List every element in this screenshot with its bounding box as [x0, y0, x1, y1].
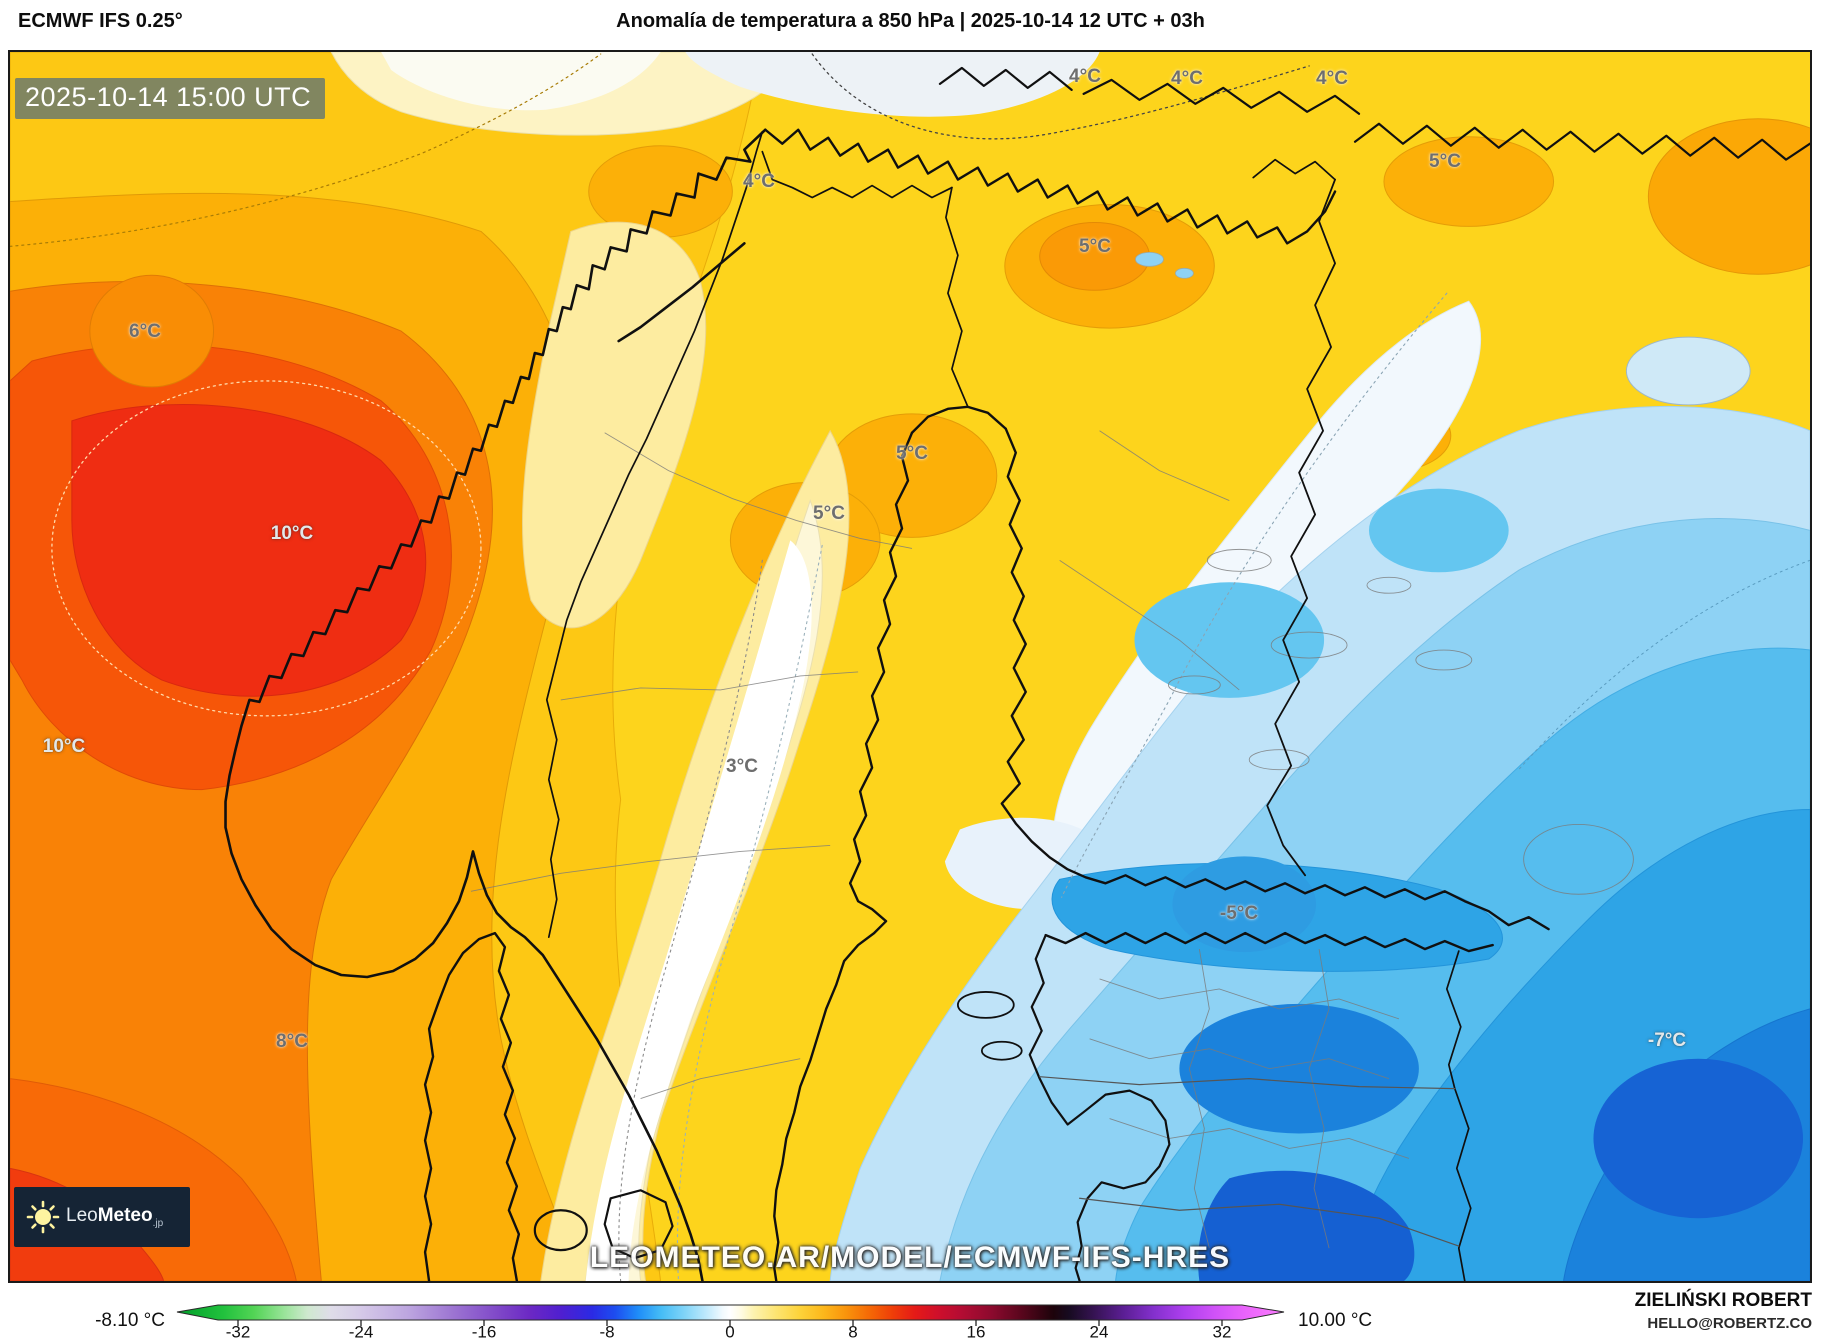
- temperature-label: -7°C: [1647, 1030, 1687, 1051]
- cold-anomaly-regions: [829, 251, 1810, 1281]
- svg-text:-24: -24: [349, 1323, 374, 1339]
- watermark: LEOMETEO.AR/MODEL/ECMWF-IFS-HRES: [589, 1241, 1231, 1274]
- temperature-label: 5°C: [813, 503, 845, 524]
- temperature-label: 3°C: [726, 756, 758, 777]
- svg-text:-16: -16: [472, 1323, 497, 1339]
- temperature-label: 4°C: [1316, 68, 1348, 89]
- svg-text:16: 16: [967, 1323, 986, 1339]
- weather-map: 2025-10-14 15:00 UTC LeoMeteo.jp LEOMETE…: [8, 50, 1812, 1283]
- temperature-label: 5°C: [896, 443, 928, 464]
- colorbar-max-label: 10.00 °C: [1298, 1310, 1373, 1331]
- svg-text:24: 24: [1090, 1323, 1109, 1339]
- logo-wordmark: LeoMeteo.jp: [66, 1205, 164, 1229]
- map-title: Anomalía de temperatura a 850 hPa | 2025…: [616, 10, 1205, 32]
- svg-text:-32: -32: [226, 1323, 251, 1339]
- temperature-label: 10°C: [270, 523, 314, 544]
- svg-text:-8: -8: [599, 1323, 614, 1339]
- temperature-label: 4°C: [1171, 68, 1203, 89]
- contour-lines: [10, 53, 1810, 1281]
- contact-email: HELLO@ROBERTZ.CO: [1647, 1315, 1812, 1332]
- temperature-label: 6°C: [129, 321, 161, 342]
- anomaly-field-art: [10, 52, 1810, 1281]
- author-credit: ZIELIŃSKI ROBERT: [1634, 1290, 1812, 1311]
- sun-icon: [26, 1200, 60, 1234]
- colorbar-gradient-bar: [176, 1304, 1285, 1321]
- temperature-label: 4°C: [743, 171, 775, 192]
- model-resolution-label: ECMWF IFS 0.25°: [18, 10, 183, 32]
- temperature-label: 5°C: [1429, 151, 1461, 172]
- temperature-label: 4°C: [1069, 66, 1101, 87]
- svg-text:8: 8: [848, 1323, 857, 1339]
- svg-text:0: 0: [725, 1323, 734, 1339]
- temperature-label: 5°C: [1079, 236, 1111, 257]
- coastlines: [224, 66, 1810, 1281]
- admin-borders: [470, 430, 1634, 1249]
- colorbar-min-label: -8.10 °C: [95, 1310, 165, 1331]
- svg-text:32: 32: [1213, 1323, 1232, 1339]
- temperature-label: -5°C: [1219, 903, 1259, 924]
- temperature-label: 10°C: [42, 736, 86, 757]
- timestamp-overlay: 2025-10-14 15:00 UTC: [15, 78, 326, 119]
- colorbar-ticks: -32 -24 -16 -8 0 8 16 24 32: [226, 1320, 1232, 1339]
- leometeo-logo: LeoMeteo.jp: [14, 1187, 190, 1247]
- neutral-anomaly-band: [330, 52, 1481, 1281]
- colorbar: -32 -24 -16 -8 0 8 16 24 32: [176, 1304, 1285, 1339]
- temperature-label: 8°C: [276, 1031, 308, 1052]
